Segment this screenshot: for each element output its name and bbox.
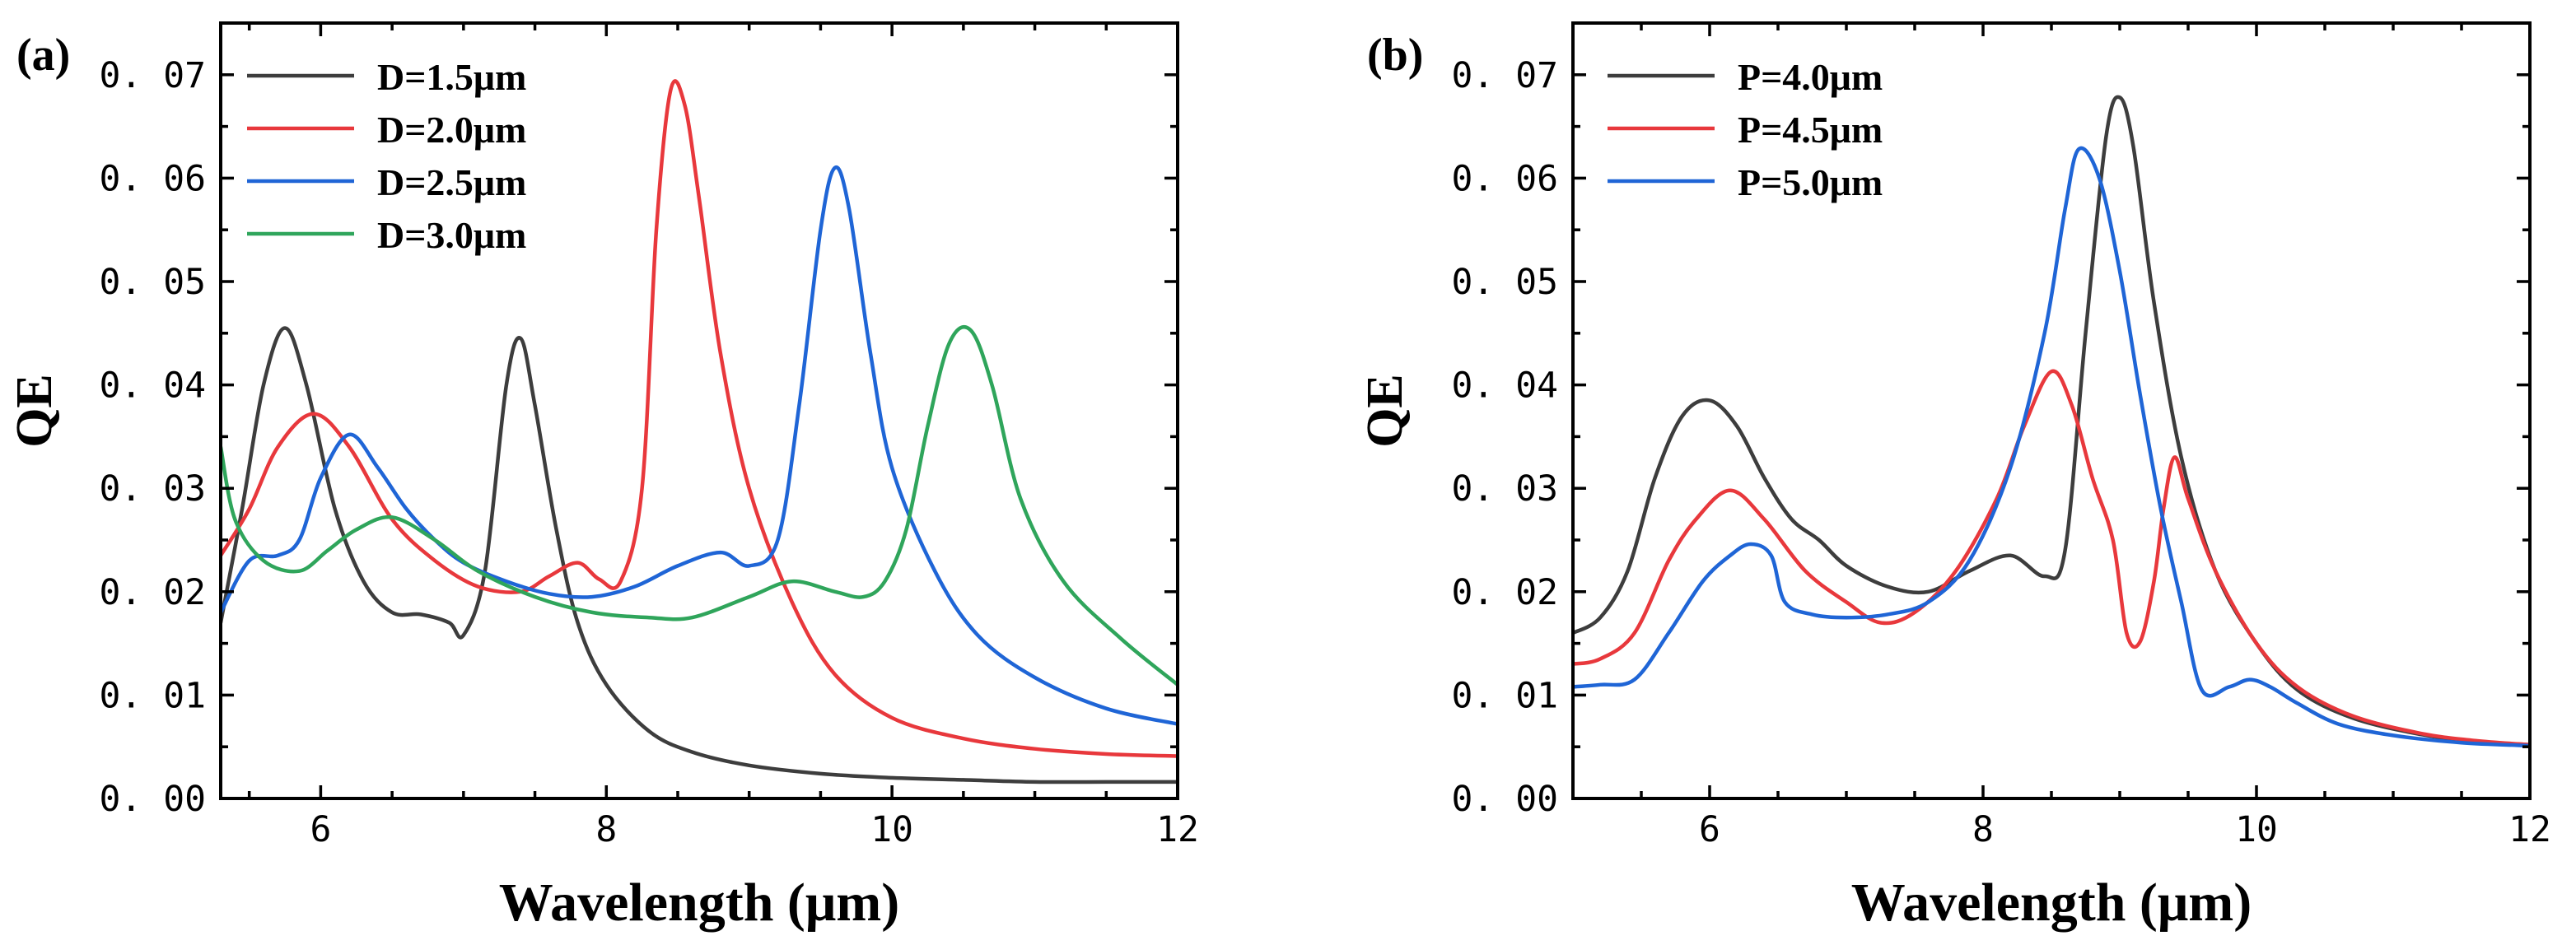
series-line-2	[1573, 146, 2530, 748]
y-tick-label: 0. 07	[100, 55, 206, 96]
x-tick-label: 8	[595, 809, 617, 850]
x-tick-label: 6	[1699, 809, 1720, 850]
legend-label-2: D=2.5μm	[377, 161, 526, 203]
x-tick-label: 12	[2508, 809, 2551, 850]
legend: D=1.5μm D=2.0μm D=2.5μm D=3.0μm	[247, 56, 526, 256]
plot-frame	[219, 21, 1179, 800]
y-tick-label: 0. 01	[100, 675, 206, 716]
legend: P=4.0μm P=4.5μm P=5.0μm	[1608, 56, 1883, 203]
y-tick-label: 0. 02	[100, 572, 206, 613]
x-tick-label: 8	[1972, 809, 1994, 850]
y-tick-label: 0. 03	[100, 468, 206, 510]
y-tick-label: 0. 06	[1452, 158, 1558, 199]
legend-label-1: D=2.0μm	[377, 109, 526, 151]
panel-a: 6 8 10 12 0. 00 0. 01 0. 02 0. 03 0. 04 0. 05 0. 0…	[7, 21, 1199, 933]
y-tick-label: 0. 00	[1452, 779, 1558, 820]
y-axis-title: QE	[1357, 374, 1413, 448]
y-tick-label: 0. 03	[1452, 468, 1558, 510]
series-line-0	[1573, 95, 2530, 747]
legend-label-0: P=4.0μm	[1738, 56, 1883, 98]
y-tick-label: 0. 02	[1452, 572, 1558, 613]
y-tick-label: 0. 00	[100, 779, 206, 820]
x-axis-title: Wavelength (μm)	[499, 873, 900, 933]
series-line-3	[221, 325, 1178, 687]
panel-label: (a)	[16, 30, 70, 81]
legend-label-1: P=4.5μm	[1738, 109, 1883, 151]
y-tick-label: 0. 01	[1452, 675, 1558, 716]
y-tick-label: 0. 05	[1452, 262, 1558, 303]
legend-label-2: P=5.0μm	[1738, 161, 1883, 203]
y-tick-label: 0. 07	[1452, 55, 1558, 96]
series-line-0	[221, 326, 1178, 784]
y-tick-label: 0. 04	[100, 365, 206, 407]
y-tick-label: 0. 04	[1452, 365, 1558, 407]
y-tick-label: 0. 06	[100, 158, 206, 199]
x-axis-title: Wavelength (μm)	[1851, 873, 2252, 933]
series-line-1	[1573, 369, 2530, 747]
series-line-2	[221, 165, 1178, 726]
y-tick-label: 0. 05	[100, 262, 206, 303]
x-tick-label: 6	[310, 809, 331, 850]
x-tick-label: 10	[870, 809, 913, 850]
x-tick-label: 10	[2235, 809, 2278, 850]
series-line-1	[221, 79, 1178, 758]
series-group	[1573, 95, 2530, 748]
plot-frame	[1571, 21, 2532, 800]
panel-b: 6 8 10 12 0. 00 0. 01 0. 02 0. 03 0. 04 0. 05 0. 0…	[1357, 21, 2551, 933]
x-tick-label: 12	[1156, 809, 1199, 850]
y-axis-title: QE	[7, 374, 63, 448]
legend-label-3: D=3.0μm	[377, 214, 526, 256]
series-group	[221, 79, 1178, 784]
legend-label-0: D=1.5μm	[377, 56, 526, 98]
panel-label: (b)	[1367, 30, 1423, 81]
